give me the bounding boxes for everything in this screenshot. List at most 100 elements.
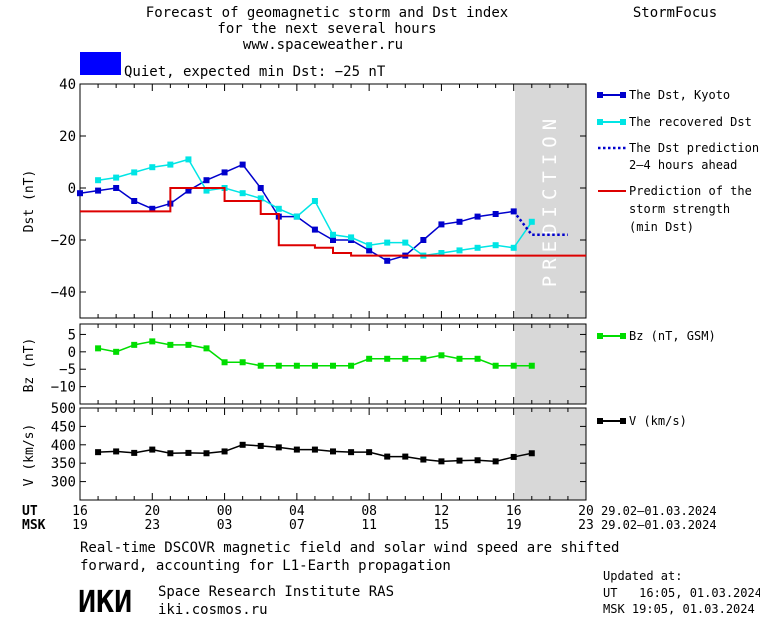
- status-color-swatch: [80, 52, 121, 75]
- bz-series-0-point: [221, 359, 228, 366]
- dst-series-0-point: [95, 187, 102, 194]
- dst-series-1-point: [203, 187, 210, 194]
- bz-series-0-point: [275, 362, 282, 369]
- ut-tick-label: 08: [361, 504, 377, 519]
- v-ytick-label: 350: [51, 456, 76, 472]
- v-series-0-point: [348, 449, 355, 456]
- ut-date-range: 29.02–01.03.2024: [601, 504, 717, 518]
- dst-series-0-point: [311, 226, 318, 233]
- dst-series-1-point: [456, 247, 463, 254]
- v-series-0-point: [275, 444, 282, 451]
- bz-ytick-label: −5: [59, 362, 76, 378]
- dst-series-1-point: [384, 239, 391, 246]
- ut-tick-label: 16: [72, 504, 88, 519]
- v-series-0-point: [474, 457, 481, 464]
- msk-tick-label: 15: [434, 518, 450, 533]
- legend-recovered-marker-2: [620, 119, 626, 125]
- dst-series-1-point: [348, 234, 355, 241]
- bz-series-0-point: [348, 362, 355, 369]
- legend-bz-marker: [597, 333, 603, 339]
- legend-storm-line1: Prediction of the: [629, 184, 752, 198]
- msk-tick-label: 11: [361, 518, 377, 533]
- dst-series-0-point: [203, 177, 210, 184]
- dst-series-0-point: [492, 211, 499, 217]
- dst-series-1-point: [95, 177, 102, 184]
- dst-series-0-point: [384, 257, 391, 264]
- v-series-0-point: [384, 453, 391, 460]
- dst-series-0-point: [239, 161, 246, 168]
- v-series-0-point: [113, 448, 120, 455]
- bz-series-0-point: [420, 355, 427, 362]
- dst-series-1-point: [113, 174, 120, 181]
- ut-tick-label: 12: [434, 504, 450, 519]
- legend-bz: Bz (nT, GSM): [629, 329, 716, 343]
- bz-series-0-point: [510, 362, 517, 369]
- bz-series-0-line: [97, 340, 532, 367]
- v-series-0-point: [95, 449, 102, 456]
- legend-prediction-line1: The Dst prediction: [629, 141, 759, 155]
- dst-series-0-point: [366, 247, 373, 254]
- bz-ytick-label: −10: [51, 380, 76, 396]
- bz-axis-label: Bz (nT): [22, 338, 37, 393]
- updated-label: Updated at:: [603, 569, 682, 583]
- v-series-0-point: [257, 442, 264, 449]
- legend-storm-line3: (min Dst): [629, 220, 694, 234]
- legend-recovered: The recovered Dst: [629, 115, 752, 129]
- dst-series-2-line: [512, 210, 568, 237]
- bz-series-0-point: [239, 359, 246, 366]
- bz-series-0-point: [384, 355, 391, 362]
- ut-row-label: UT: [22, 504, 38, 519]
- updated-ut: UT 16:05, 01.03.2024: [603, 586, 760, 600]
- dst-series-0-point: [257, 185, 264, 191]
- dst-series-0-point: [185, 187, 192, 194]
- msk-tick-label: 23: [578, 518, 594, 533]
- bz-series-0-point: [149, 338, 156, 345]
- v-series-0-point: [510, 453, 517, 460]
- bz-series-0-point: [438, 352, 445, 359]
- legend-recovered-marker: [597, 119, 603, 125]
- dst-series-1-point: [492, 242, 499, 249]
- dst-series-0-line: [79, 163, 514, 262]
- v-ytick-label: 450: [51, 419, 76, 435]
- dst-series-0-point: [420, 237, 427, 243]
- dst-series-3-line: [80, 187, 586, 257]
- dst-series-1-point: [366, 242, 373, 249]
- v-series-0-point: [221, 448, 228, 455]
- v-series-0-point: [167, 450, 174, 457]
- dst-prediction-band: [515, 84, 586, 318]
- bz-series-0-point: [311, 362, 318, 369]
- dst-series-0-point: [77, 190, 83, 197]
- legend-prediction-line2: 2–4 hours ahead: [629, 158, 737, 172]
- dst-series-1-point: [330, 231, 336, 238]
- dst-series-1-point: [293, 213, 300, 220]
- institute-url: iki.cosmos.ru: [158, 602, 268, 618]
- dst-ytick-label: −20: [51, 233, 76, 249]
- legend-dst-kyoto: The Dst, Kyoto: [629, 88, 730, 102]
- dst-series-1-point: [438, 250, 445, 256]
- title-line-3: www.spaceweather.ru: [243, 37, 403, 53]
- status-text: Quiet, expected min Dst: −25 nT: [124, 64, 386, 80]
- v-series-0-point: [420, 456, 427, 463]
- ut-tick-label: 20: [578, 504, 594, 519]
- legend-v: V (km/s): [629, 414, 687, 428]
- v-series-0-point: [492, 458, 499, 465]
- msk-row-label: MSK: [22, 518, 46, 533]
- v-series-0-point: [203, 450, 210, 457]
- footer-note-line2: forward, accounting for L1-Earth propaga…: [80, 558, 451, 574]
- title-line-2: for the next several hours: [217, 21, 436, 37]
- bz-series-0-point: [257, 362, 264, 369]
- ut-tick-label: 00: [217, 504, 233, 519]
- legend-dst-kyoto-marker: [597, 92, 603, 98]
- dst-series-1-point: [510, 244, 517, 251]
- v-ytick-label: 500: [51, 401, 76, 417]
- v-ytick-label: 400: [51, 438, 76, 454]
- msk-tick-label: 07: [289, 518, 305, 533]
- dst-series-1-point: [402, 239, 409, 246]
- bz-series-0-point: [185, 341, 192, 348]
- bz-prediction-band: [515, 324, 586, 404]
- legend-v-marker-2: [620, 418, 626, 424]
- ut-tick-label: 20: [144, 504, 160, 519]
- v-axis-label: V (km/s): [22, 424, 37, 487]
- dst-series-1-point: [149, 164, 156, 171]
